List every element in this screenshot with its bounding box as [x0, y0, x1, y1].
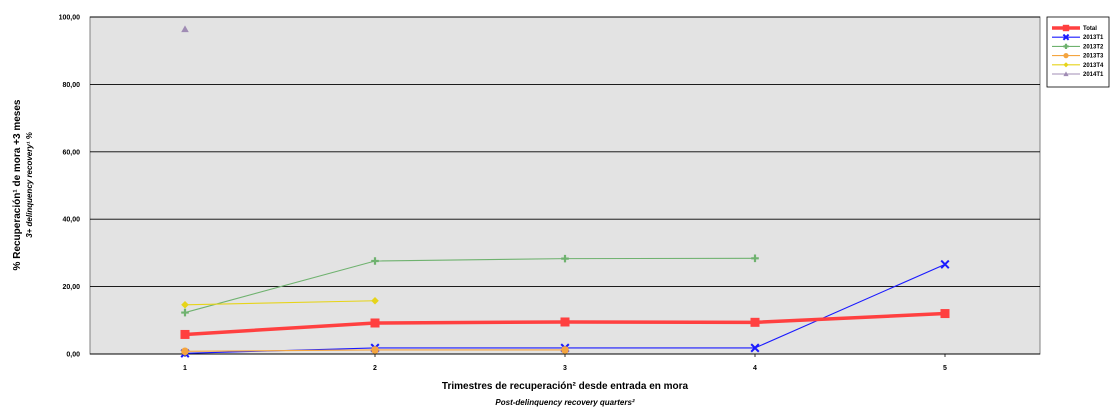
x-axis-ticks: 1 2 3 4 5 — [183, 354, 947, 372]
x-axis-subtitle: Post-delinquency recovery quarters² — [495, 398, 634, 407]
data-point-2013t3 — [181, 347, 189, 356]
series-markers — [180, 25, 950, 358]
data-point-2013t3 — [371, 346, 379, 354]
y-axis-ticks: 0,00 20,00 40,00 60,00 80,00 100,00 — [59, 15, 81, 359]
legend-marker — [1063, 71, 1069, 77]
data-point-2013t1 — [750, 343, 760, 353]
x-tick-label: 3 — [563, 365, 567, 372]
legend-marker — [1063, 53, 1069, 59]
legend-marker — [1062, 24, 1070, 32]
x-tick-label: 5 — [943, 365, 947, 372]
legend-marker — [1063, 62, 1069, 68]
series-line-2013t4 — [184, 300, 376, 306]
data-point-2014t1 — [181, 25, 189, 33]
legend-label: 2013T2 — [1083, 44, 1104, 50]
data-point-2013t3 — [561, 346, 569, 354]
legend: Total 2013T1 2013T2 2013T3 2013T4 2014T1 — [1046, 16, 1110, 88]
legend-label: 2013T3 — [1083, 54, 1104, 60]
data-point-2013t2 — [561, 254, 569, 263]
data-point-total — [180, 329, 190, 339]
y-tick-label: 100,00 — [59, 15, 81, 22]
legend-label: Total — [1083, 26, 1097, 32]
data-point-2013t1 — [940, 259, 950, 269]
data-point-2013t4 — [371, 296, 379, 305]
x-tick-label: 1 — [183, 365, 187, 372]
legend-label: 2013T1 — [1083, 35, 1104, 41]
data-point-2013t2 — [751, 254, 759, 263]
data-point-2013t2 — [181, 308, 189, 317]
legend-label: 2013T4 — [1083, 63, 1104, 69]
data-point-2013t2 — [371, 257, 379, 265]
legend-label: 2014T1 — [1083, 72, 1104, 78]
data-point-total — [940, 309, 950, 319]
y-axis-title: % Recuperación¹ de mora +3 meses — [12, 99, 23, 270]
data-point-total — [560, 317, 570, 327]
plot-area — [89, 16, 1041, 355]
data-point-total — [370, 318, 380, 328]
x-tick-label: 4 — [753, 365, 757, 372]
legend-marker — [1062, 33, 1070, 41]
y-tick-label: 0,00 — [66, 352, 80, 359]
legend-marker — [1063, 43, 1069, 49]
data-point-total — [750, 317, 760, 327]
gridlines — [90, 16, 1040, 355]
x-axis-title: Trimestres de recuperación² desde entrad… — [442, 381, 689, 392]
y-tick-label: 20,00 — [62, 284, 80, 291]
data-point-2013t4 — [181, 300, 189, 309]
y-tick-label: 60,00 — [62, 149, 80, 156]
y-tick-label: 80,00 — [62, 82, 80, 89]
series-line-2013t2 — [184, 257, 756, 314]
y-tick-label: 40,00 — [62, 217, 80, 224]
x-tick-label: 2 — [373, 365, 377, 372]
y-axis-subtitle: 3+ delinquency recovery¹ % — [25, 132, 34, 238]
